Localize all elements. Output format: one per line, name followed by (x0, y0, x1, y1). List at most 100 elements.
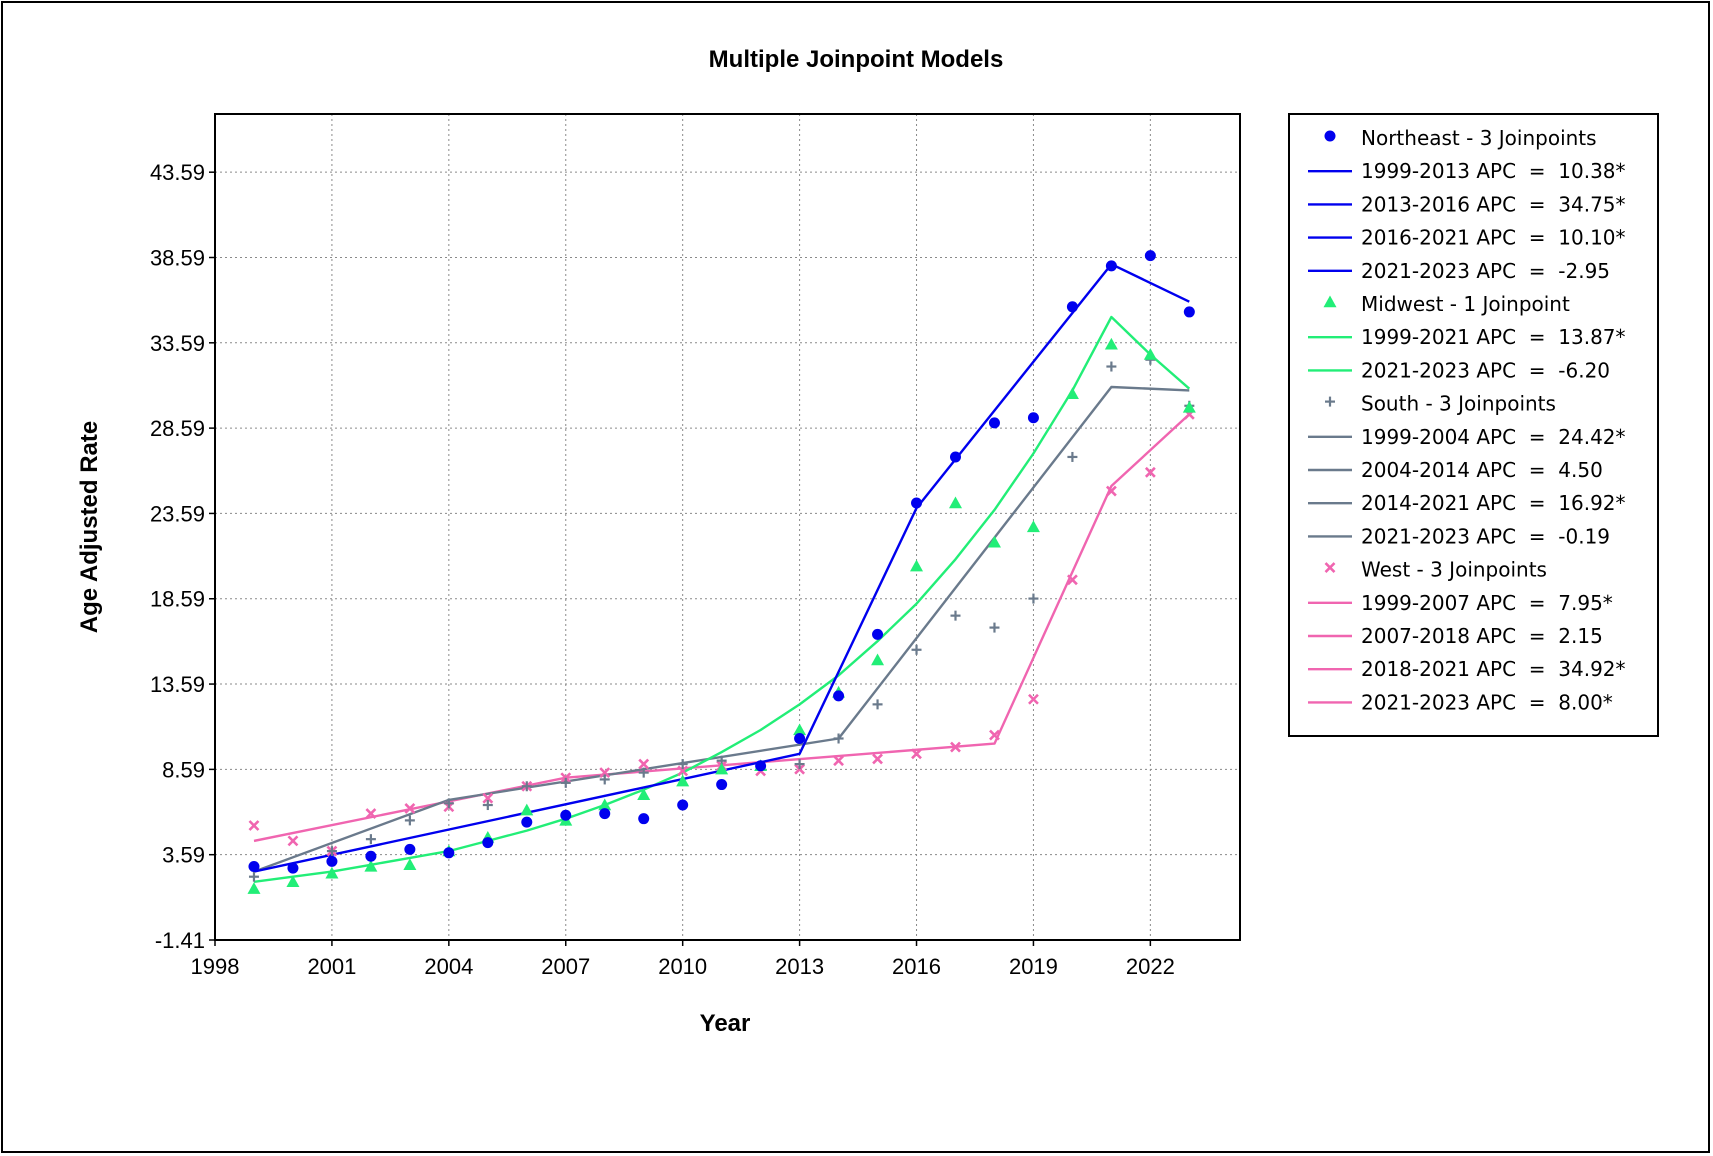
data-point (871, 653, 885, 666)
legend-series-label: Midwest - 1 Joinpoint (1361, 292, 1570, 316)
data-point (910, 559, 924, 572)
data-point (1066, 301, 1078, 313)
data-point (833, 755, 844, 767)
data-point (599, 767, 611, 779)
data-point (598, 798, 612, 811)
data-point (716, 779, 728, 791)
data-point (1028, 593, 1039, 604)
legend-segment-label: 2014-2021 APC = 16.92* (1361, 491, 1626, 515)
data-point (755, 760, 767, 772)
data-point (1183, 306, 1195, 318)
data-point (833, 690, 845, 702)
data-point (521, 781, 532, 792)
legend-series-label: Northeast - 3 Joinpoints (1361, 126, 1597, 150)
data-point (715, 762, 729, 775)
data-point (326, 846, 337, 857)
fit-line (253, 385, 1190, 873)
y-tick-label: 38.59 (150, 245, 205, 270)
x-axis-label: Year (700, 1010, 751, 1037)
data-point (637, 788, 651, 800)
y-tick-label: 8.59 (162, 757, 205, 782)
legend-marker (1324, 130, 1336, 142)
data-point (988, 417, 1000, 429)
data-point (520, 803, 534, 816)
data-point (1027, 412, 1039, 424)
legend-segment-label: 1999-2021 APC = 13.87* (1361, 325, 1626, 349)
data-point (1067, 451, 1078, 462)
x-tick-label: 2022 (1126, 954, 1175, 979)
data-point (987, 535, 1001, 548)
x-tick-label: 2019 (1009, 954, 1058, 979)
y-tick-label: 13.59 (150, 672, 205, 697)
legend-segment-label: 1999-2013 APC = 10.38* (1361, 159, 1626, 183)
x-tick-labels: 1998 2001 2004 2007 2010 2013 2016 2019 2022 (191, 940, 1175, 979)
legend-box (1288, 113, 1659, 737)
data-point (638, 767, 649, 778)
data-point (911, 644, 922, 655)
data-point (794, 732, 806, 744)
y-tick-label: 18.59 (150, 587, 205, 612)
plot-area (214, 113, 1241, 941)
data-point (872, 628, 884, 640)
data-point (638, 813, 650, 825)
data-point (326, 855, 338, 867)
legend-segment-label: 2004-2014 APC = 4.50 (1361, 458, 1603, 482)
legend-series-label: West - 3 Joinpoints (1361, 558, 1547, 582)
data-point (872, 699, 883, 710)
data-point (1066, 574, 1078, 586)
legend-marker (1325, 396, 1335, 407)
data-point (443, 798, 454, 809)
data-point (325, 866, 339, 879)
data-point (833, 733, 844, 744)
x-tick-label: 2004 (424, 954, 473, 979)
data-point (1182, 400, 1196, 413)
legend-marker (1324, 562, 1336, 574)
legend-segment-label: 2021-2023 APC = -2.95 (1361, 259, 1610, 283)
data-point (248, 820, 260, 831)
data-point (521, 816, 533, 828)
x-tick-label: 2010 (658, 954, 707, 979)
data-point (1028, 693, 1039, 705)
y-tick-label: 33.59 (150, 331, 205, 356)
data-point (1026, 520, 1040, 533)
data-point (794, 759, 805, 770)
data-point (948, 496, 962, 509)
data-point (911, 497, 923, 509)
x-tick-label: 2013 (775, 954, 824, 979)
legend-segment-label: 2021-2023 APC = -6.20 (1361, 358, 1610, 382)
data-point (482, 800, 493, 811)
y-axis-label: Age Adjusted Rate (76, 421, 103, 633)
legend-series-label: South - 3 Joinpoints (1361, 392, 1556, 416)
data-point (248, 871, 259, 882)
data-point (677, 765, 689, 777)
data-point (365, 850, 377, 862)
data-point (989, 622, 1000, 633)
data-point (287, 835, 299, 847)
data-point (677, 799, 689, 811)
data-point (989, 729, 1000, 741)
data-point (1106, 361, 1117, 372)
data-point (248, 860, 260, 872)
y-tick-labels: -1.41 3.59 8.59 13.59 18.59 23.59 28.59 33.59 38… (150, 160, 215, 953)
legend-segment-label: 2016-2021 APC = 10.10* (1361, 226, 1626, 250)
data-point (638, 758, 650, 770)
legend-segment-label: 2007-2018 APC = 2.15 (1361, 624, 1603, 648)
data-point (1105, 485, 1117, 497)
data-point (286, 875, 300, 888)
y-tick-label: 28.59 (150, 416, 205, 441)
y-tick-label: 43.59 (150, 160, 205, 185)
data-point (404, 803, 416, 814)
data-point (482, 837, 494, 849)
data-point (560, 772, 572, 784)
grid-lines (215, 114, 1240, 940)
x-tick-label: 2001 (307, 954, 356, 979)
legend-segment-label: 1999-2004 APC = 24.42* (1361, 425, 1626, 449)
fit-line (253, 413, 1191, 843)
data-point (677, 759, 688, 770)
data-point (287, 862, 299, 874)
fit-line (253, 315, 1191, 883)
data-points (247, 250, 1196, 894)
data-point (560, 777, 571, 788)
data-point (1104, 337, 1118, 350)
chart-title: Multiple Joinpoint Models (709, 46, 1004, 73)
